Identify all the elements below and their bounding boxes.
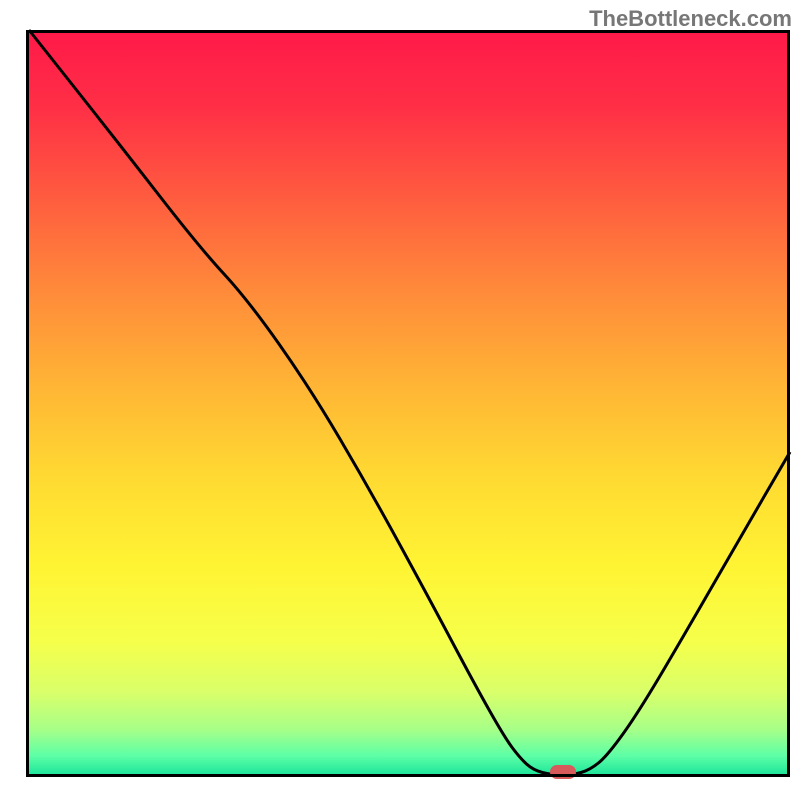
watermark-text: TheBottleneck.com <box>589 6 792 32</box>
chart-svg <box>0 0 800 800</box>
bottleneck-chart: TheBottleneck.com <box>0 0 800 800</box>
gradient-background <box>29 33 787 774</box>
